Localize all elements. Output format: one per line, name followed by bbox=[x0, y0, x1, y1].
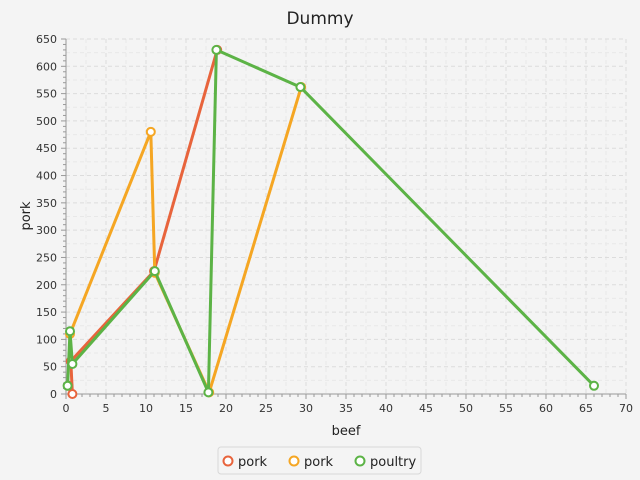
data-point bbox=[145, 126, 156, 137]
data-point bbox=[65, 326, 75, 337]
legend-box bbox=[217, 446, 422, 475]
data-point bbox=[211, 44, 222, 55]
x-axis-title: beef bbox=[332, 424, 361, 439]
x-tick-label: 45 bbox=[419, 402, 433, 415]
data-point bbox=[67, 358, 78, 369]
legend-marker bbox=[354, 455, 366, 467]
y-tick-label: 100 bbox=[36, 333, 57, 346]
y-tick-label: 0 bbox=[50, 388, 57, 401]
x-tick-label: 15 bbox=[179, 402, 193, 415]
x-tick-label: 55 bbox=[499, 402, 513, 415]
data-point bbox=[295, 82, 306, 93]
legend-label: pork bbox=[238, 455, 268, 470]
series bbox=[62, 44, 599, 399]
y-tick-label: 250 bbox=[36, 251, 57, 264]
y-tick-label: 500 bbox=[36, 115, 57, 128]
x-tick-label: 40 bbox=[379, 402, 393, 415]
data-point bbox=[67, 389, 78, 399]
data-point bbox=[149, 266, 160, 277]
x-tick-label: 60 bbox=[539, 402, 553, 415]
x-tick-label: 30 bbox=[299, 402, 313, 415]
data-point bbox=[62, 380, 73, 391]
legend-marker bbox=[288, 455, 300, 467]
x-tick-label: 10 bbox=[139, 402, 153, 415]
y-tick-label: 300 bbox=[36, 224, 57, 237]
data-point bbox=[589, 380, 599, 391]
y-axis-title: pork bbox=[19, 201, 34, 231]
y-tick-label: 50 bbox=[43, 361, 57, 374]
series-line bbox=[66, 48, 596, 394]
legend-marker bbox=[222, 455, 234, 467]
x-tick-label: 50 bbox=[459, 402, 473, 415]
x-tick-label: 5 bbox=[103, 402, 110, 415]
y-tick-label: 650 bbox=[36, 33, 57, 46]
data-point bbox=[203, 387, 214, 398]
series-2 bbox=[62, 44, 599, 398]
y-tick-label: 400 bbox=[36, 170, 57, 183]
legend-label: poultry bbox=[370, 455, 416, 470]
y-tick-label: 450 bbox=[36, 142, 57, 155]
y-tick-label: 200 bbox=[36, 279, 57, 292]
y-tick-label: 550 bbox=[36, 88, 57, 101]
grid bbox=[65, 38, 627, 395]
x-tick-label: 35 bbox=[339, 402, 353, 415]
chart-title: Dummy bbox=[286, 9, 353, 29]
x-tick-label: 65 bbox=[579, 402, 593, 415]
legend: pork pork poultry bbox=[217, 446, 422, 475]
x-tick-label: 25 bbox=[259, 402, 273, 415]
y-tick-label: 150 bbox=[36, 306, 57, 319]
legend-label: pork bbox=[304, 455, 334, 470]
x-tick-label: 20 bbox=[219, 402, 233, 415]
x-tick-label: 0 bbox=[63, 402, 70, 415]
y-tick-label: 350 bbox=[36, 197, 57, 210]
x-tick-label: 70 bbox=[619, 402, 633, 415]
y-tick-label: 600 bbox=[36, 60, 57, 73]
